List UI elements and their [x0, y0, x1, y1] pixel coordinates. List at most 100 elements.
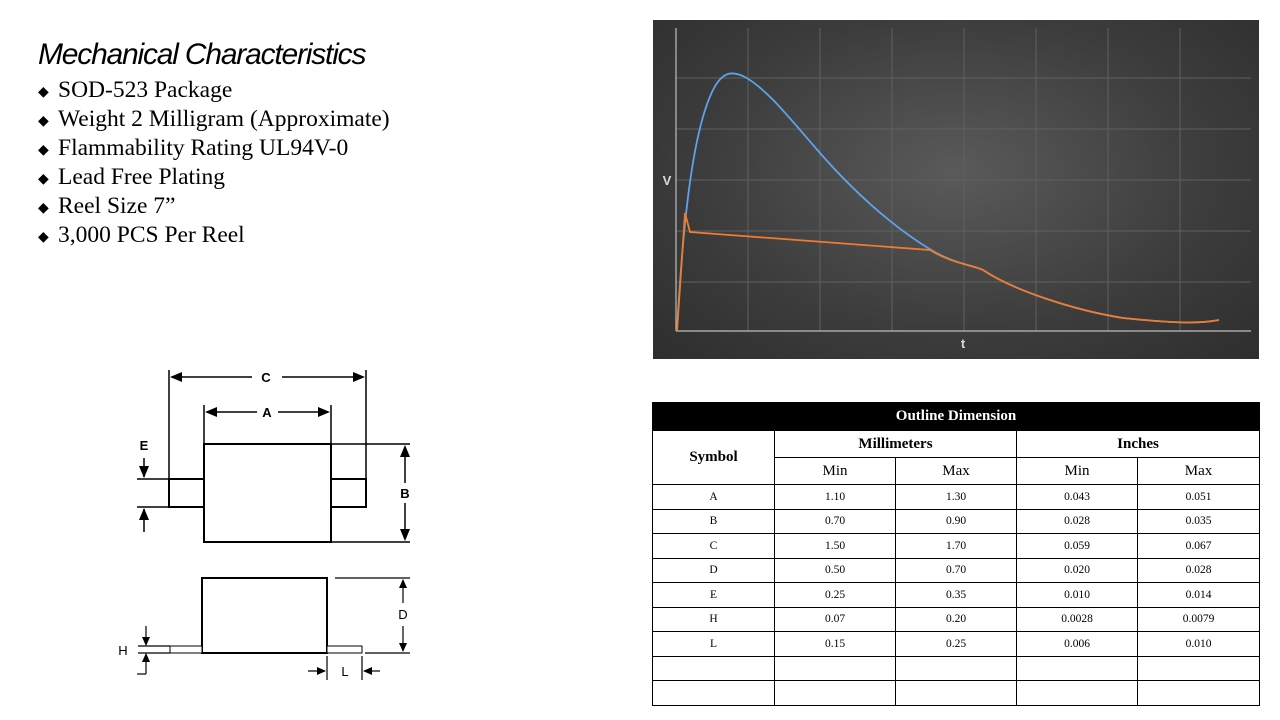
dim-label-c: C — [261, 370, 271, 385]
outline-drawing: C A B E D H L — [118, 370, 410, 680]
lead-left-side — [169, 645, 203, 654]
table-row: E 0.25 0.35 0.010 0.014 — [652, 582, 1261, 608]
cell-mm-min: 0.07 — [774, 606, 896, 632]
table-row: D 0.50 0.70 0.020 0.028 — [652, 557, 1261, 583]
cell-mm-max: 0.70 — [895, 557, 1017, 583]
dim-label-b: B — [400, 486, 409, 501]
cell-blank — [895, 655, 1017, 681]
arrow-icon — [318, 407, 330, 417]
waveform-chart: V t — [653, 20, 1259, 359]
diamond-bullet-icon: ◆ — [38, 143, 49, 158]
in-max-header: Max — [1136, 457, 1261, 485]
table-row: B 0.70 0.90 0.028 0.035 — [652, 508, 1261, 534]
mechanical-title: Mechanical Characteristics — [38, 38, 366, 71]
table-title-row: Outline Dimension — [651, 402, 1261, 431]
cell-mm-max: 0.25 — [895, 631, 1017, 657]
cell-symbol: D — [652, 557, 775, 583]
symbol-header: Symbol — [652, 430, 775, 485]
pulse-curve — [676, 72, 1220, 332]
cell-in-max: 0.067 — [1136, 533, 1261, 559]
cell-mm-max: 0.20 — [895, 606, 1017, 632]
table-row: C 1.50 1.70 0.059 0.067 — [652, 533, 1261, 559]
mm-max-header: Max — [895, 457, 1017, 485]
cell-mm-min: 1.10 — [774, 484, 896, 510]
arrow-icon — [400, 529, 410, 541]
millimeters-header: Millimeters — [774, 430, 1017, 458]
table-group-header-row: Symbol Millimeters Inches — [652, 430, 1261, 485]
cell-mm-min: 0.15 — [774, 631, 896, 657]
y-axis-label: V — [663, 173, 672, 188]
diamond-bullet-icon: ◆ — [38, 114, 49, 129]
cell-mm-max: 1.70 — [895, 533, 1017, 559]
cell-in-min: 0.059 — [1016, 533, 1138, 559]
arrow-icon — [139, 508, 149, 520]
cell-mm-min: 1.50 — [774, 533, 896, 559]
cell-blank — [1016, 655, 1138, 681]
cell-blank — [895, 680, 1017, 706]
cell-in-max: 0.051 — [1136, 484, 1261, 510]
cell-blank — [1136, 680, 1261, 706]
cell-blank — [652, 680, 775, 706]
mechanical-item-text: Reel Size 7” — [58, 193, 176, 219]
arrow-icon — [170, 372, 182, 382]
dim-label-e: E — [140, 438, 149, 453]
lead-left-top — [168, 478, 205, 508]
mechanical-item-text: Weight 2 Milligram (Approximate) — [58, 106, 390, 132]
mechanical-list: ◆ SOD-523 Package ◆ Weight 2 Milligram (Ap… — [38, 76, 390, 250]
cell-mm-max: 1.30 — [895, 484, 1017, 510]
arrow-icon — [399, 643, 407, 652]
lead-right-side — [326, 645, 363, 654]
cell-in-min: 0.0028 — [1016, 606, 1138, 632]
cell-in-max: 0.0079 — [1136, 606, 1261, 632]
dim-label-l: L — [341, 664, 348, 679]
mechanical-item: ◆ 3,000 PCS Per Reel — [38, 221, 390, 250]
arrow-icon — [399, 579, 407, 588]
cell-symbol: H — [652, 606, 775, 632]
x-axis-label: t — [961, 336, 966, 351]
table-row: H 0.07 0.20 0.0028 0.0079 — [652, 606, 1261, 632]
package-body-side — [201, 577, 328, 654]
mechanical-item-text: Flammability Rating UL94V-0 — [58, 135, 349, 161]
table-row: A 1.10 1.30 0.043 0.051 — [652, 484, 1261, 510]
cell-mm-max: 0.35 — [895, 582, 1017, 608]
arrow-icon — [139, 466, 149, 478]
cell-in-max: 0.014 — [1136, 582, 1261, 608]
chart-grid — [676, 28, 1251, 331]
cell-in-max: 0.035 — [1136, 508, 1261, 534]
cell-in-max: 0.028 — [1136, 557, 1261, 583]
diamond-bullet-icon: ◆ — [38, 230, 49, 245]
arrow-icon — [142, 653, 150, 662]
cell-in-max: 0.010 — [1136, 631, 1261, 657]
mechanical-item: ◆ Reel Size 7” — [38, 192, 390, 221]
dim-label-a: A — [262, 405, 272, 420]
mechanical-item: ◆ SOD-523 Package — [38, 76, 390, 105]
arrow-icon — [142, 637, 150, 646]
cell-mm-min: 0.50 — [774, 557, 896, 583]
package-body-top — [203, 443, 332, 543]
arrow-icon — [400, 445, 410, 457]
dim-label-h: H — [118, 643, 127, 658]
arrow-icon — [205, 407, 217, 417]
table-row: L 0.15 0.25 0.006 0.010 — [652, 631, 1261, 657]
mechanical-item-text: Lead Free Plating — [58, 164, 226, 190]
cell-in-min: 0.006 — [1016, 631, 1138, 657]
cell-in-min: 0.043 — [1016, 484, 1138, 510]
arrow-icon — [363, 667, 372, 675]
cell-symbol: C — [652, 533, 775, 559]
cell-blank — [774, 680, 896, 706]
cell-mm-min: 0.25 — [774, 582, 896, 608]
table-title: Outline Dimension — [651, 402, 1261, 431]
in-min-header: Min — [1016, 457, 1138, 485]
dim-label-d: D — [398, 607, 407, 622]
mechanical-item: ◆ Lead Free Plating — [38, 163, 390, 192]
cell-blank — [652, 655, 775, 681]
arrow-icon — [353, 372, 365, 382]
inches-header: Inches — [1015, 430, 1261, 458]
cell-in-min: 0.020 — [1016, 557, 1138, 583]
cell-symbol: E — [652, 582, 775, 608]
mm-min-header: Min — [774, 457, 896, 485]
table-row-blank — [652, 680, 1261, 706]
cell-blank — [1016, 680, 1138, 706]
mechanical-item-text: 3,000 PCS Per Reel — [58, 222, 245, 248]
mechanical-item: ◆ Weight 2 Milligram (Approximate) — [38, 105, 390, 134]
